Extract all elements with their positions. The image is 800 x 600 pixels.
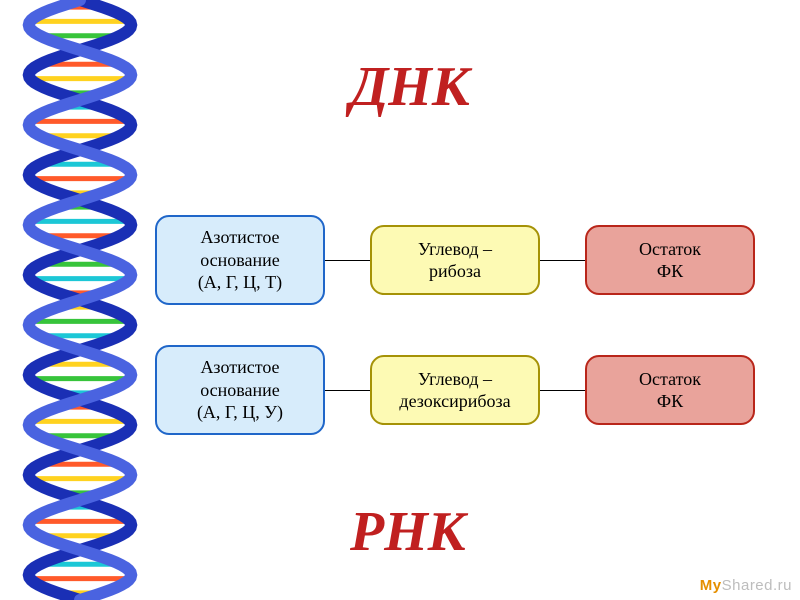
box-phosphate-2: ОстатокФК	[585, 355, 755, 425]
title-rnk: РНК	[350, 500, 466, 564]
box-nitrogen-base-dnk: Азотистоеоснование(А, Г, Ц, Т)	[155, 215, 325, 305]
box-nitrogen-base-rnk: Азотистоеоснование(А, Г, Ц, У)	[155, 345, 325, 435]
dna-helix-decoration	[0, 0, 160, 600]
connector	[540, 390, 585, 391]
box-phosphate-1: ОстатокФК	[585, 225, 755, 295]
connector	[540, 260, 585, 261]
connector	[325, 260, 370, 261]
connector	[325, 390, 370, 391]
box-carbohydrate-ribose: Углевод –рибоза	[370, 225, 540, 295]
box-carbohydrate-deoxyribose: Углевод –дезоксирибоза	[370, 355, 540, 425]
watermark-my: My	[700, 577, 722, 594]
watermark-rest: Shared.ru	[722, 577, 792, 594]
slide: ДНК РНК Азотистоеоснование(А, Г, Ц, Т) У…	[0, 0, 800, 600]
title-dnk: ДНК	[350, 55, 470, 119]
watermark: MyShared.ru	[700, 577, 792, 594]
